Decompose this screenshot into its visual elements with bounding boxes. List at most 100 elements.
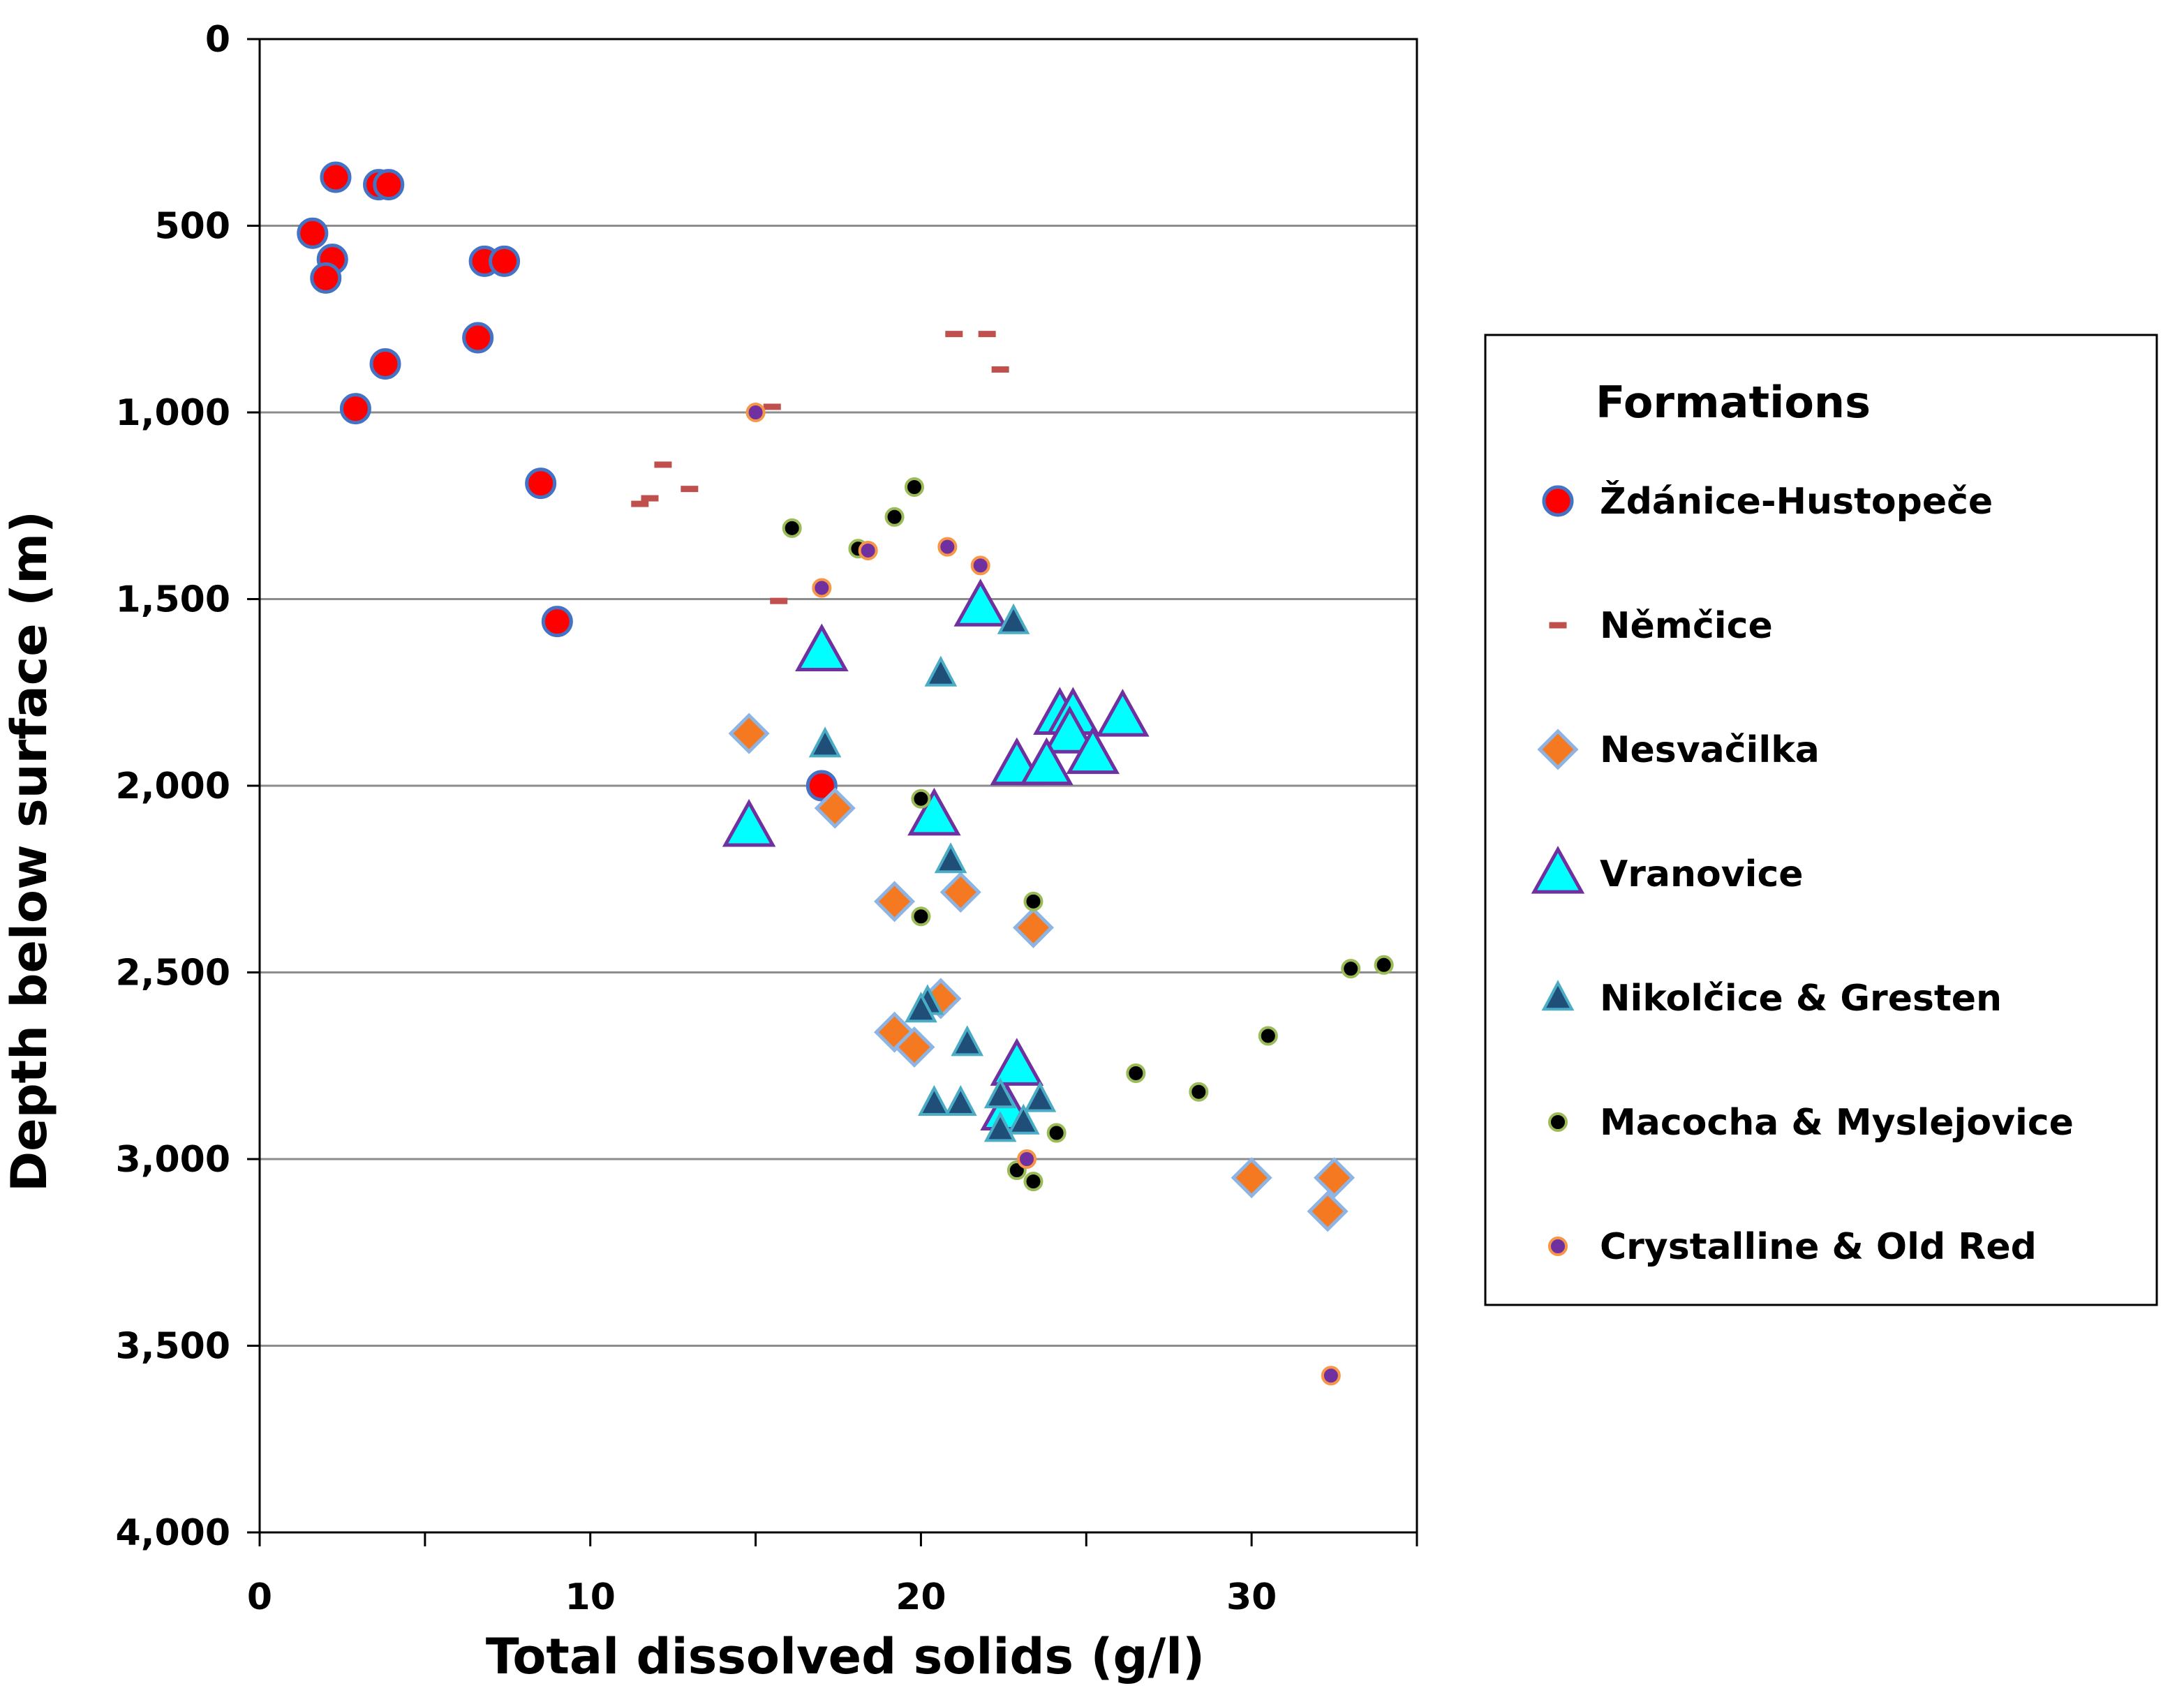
- y-tick-label: 1,500: [116, 579, 230, 621]
- data-point: [893, 1026, 935, 1068]
- legend: Formations Ždánice-Hustopeče Němčice Nesvač…: [1484, 334, 2158, 1306]
- data-point: [1321, 1366, 1341, 1386]
- data-point: [990, 1038, 1044, 1086]
- x-tick-label: 30: [1226, 1576, 1277, 1618]
- gridlines: [260, 225, 1417, 1347]
- data-point: [812, 578, 832, 598]
- data-point: [858, 540, 878, 560]
- data-point: [489, 245, 521, 277]
- series-3: [722, 578, 1150, 1131]
- legend-marker: [1542, 485, 1574, 517]
- x-tick-label: 10: [565, 1576, 616, 1618]
- data-point: [991, 366, 1009, 373]
- data-point: [905, 992, 937, 1023]
- legend-title: Formations: [1596, 377, 1871, 428]
- data-point: [728, 712, 770, 754]
- data-point: [770, 597, 788, 604]
- data-point: [1314, 1157, 1355, 1199]
- data-point: [918, 1084, 951, 1116]
- data-point: [339, 393, 371, 425]
- data-point: [745, 403, 766, 422]
- data-point: [805, 770, 838, 802]
- legend-label: Crystalline & Old Red: [1600, 1226, 2037, 1268]
- data-point: [1189, 1082, 1209, 1102]
- data-point: [1341, 959, 1361, 979]
- y-tick-label: 2,500: [116, 953, 230, 994]
- data-point: [873, 881, 916, 923]
- y-tick-label: 3,500: [116, 1326, 230, 1368]
- data-point: [1096, 689, 1150, 737]
- legend-marker: [1541, 980, 1575, 1011]
- data-point: [369, 348, 401, 380]
- data-point: [983, 1111, 1017, 1142]
- axes: [247, 38, 1418, 1546]
- y-axis-title: Depth below surface (m): [1, 511, 58, 1192]
- legend-marker: [1548, 1112, 1568, 1132]
- x-axis-title: Total dissolved solids (g/l): [486, 1628, 1205, 1685]
- data-point: [1020, 737, 1074, 786]
- data-point: [782, 518, 802, 538]
- data-point: [1046, 1123, 1067, 1143]
- series-4: [808, 603, 1057, 1142]
- legend-marker: [1548, 1237, 1568, 1256]
- data-point: [654, 461, 672, 468]
- legend-label: Vranovice: [1600, 853, 1804, 895]
- data-point: [722, 798, 776, 847]
- data-point: [1006, 1103, 1040, 1135]
- legend-box: [1484, 334, 2158, 1306]
- data-point: [939, 871, 981, 913]
- data-point: [978, 331, 996, 338]
- data-point: [1012, 906, 1055, 948]
- data-point: [1307, 1190, 1349, 1232]
- legend-label: Nikolčice & Gresten: [1600, 978, 2002, 1020]
- data-point: [983, 1077, 1017, 1109]
- data-point: [808, 726, 842, 758]
- data-point: [541, 606, 573, 638]
- data-point: [525, 468, 557, 500]
- data-point: [924, 655, 958, 687]
- data-point: [944, 1084, 977, 1116]
- data-point: [1066, 726, 1120, 775]
- data-point: [1231, 1157, 1272, 1199]
- legend-marker: [1531, 846, 1585, 894]
- y-tick-label: 4,000: [116, 1512, 230, 1554]
- y-tick-label: 1,000: [116, 392, 230, 434]
- series-0: [297, 161, 838, 802]
- data-point: [1023, 1081, 1057, 1112]
- data-point: [795, 623, 849, 671]
- data-point: [1023, 891, 1043, 911]
- data-point: [1017, 1149, 1037, 1169]
- y-tick-label: 3,000: [116, 1139, 230, 1181]
- axis-labels: 0 500 1,000 1,500 2,000 2,500 3,000 3,500 4,000 0…: [1, 19, 1277, 1685]
- data-point: [934, 842, 967, 874]
- data-point: [1258, 1026, 1278, 1046]
- data-point: [763, 403, 781, 410]
- x-tick-label: 20: [896, 1576, 946, 1618]
- data-point: [641, 495, 659, 502]
- data-point: [310, 262, 342, 294]
- data-point: [911, 789, 931, 809]
- legend-marker: [1537, 729, 1579, 770]
- data-point: [1023, 1172, 1043, 1192]
- data-point: [945, 331, 963, 338]
- data-point: [1126, 1063, 1146, 1083]
- data-point: [997, 603, 1030, 634]
- data-point: [462, 322, 494, 354]
- data-point: [911, 906, 931, 927]
- data-point: [907, 787, 961, 836]
- legend-label: Ždánice-Hustopeče: [1600, 480, 1993, 523]
- x-tick-label: 0: [247, 1576, 272, 1618]
- data-point: [631, 500, 649, 507]
- legend-label: Macocha & Myslejovice: [1600, 1102, 2074, 1144]
- series-6: [745, 403, 1341, 1386]
- data-point: [970, 555, 990, 576]
- legend-marker: [1549, 622, 1567, 629]
- data-point: [814, 787, 856, 829]
- data-point: [1043, 705, 1097, 754]
- y-tick-label: 2,000: [116, 766, 230, 807]
- series-1: [631, 331, 1009, 604]
- data-points: [297, 161, 1394, 1386]
- legend-label: Němčice: [1600, 605, 1773, 647]
- data-point: [937, 537, 958, 557]
